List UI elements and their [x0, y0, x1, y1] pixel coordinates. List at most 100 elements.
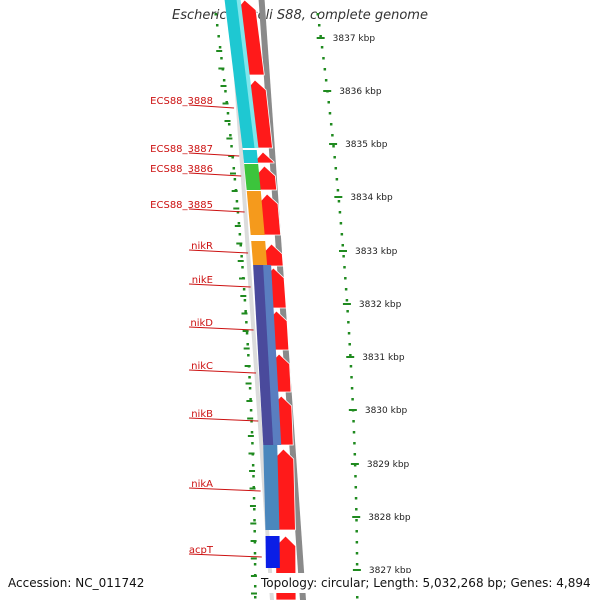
inner-ring-dot — [247, 354, 250, 357]
inner-ring-dot — [246, 343, 249, 346]
inner-tick — [220, 85, 227, 87]
inner-backbone-arc — [228, 0, 274, 600]
outer-ring-dot — [346, 310, 349, 313]
inner-ring-dot — [227, 123, 231, 126]
outer-ring-dot — [327, 101, 330, 104]
inner-tick — [250, 575, 257, 577]
gene-label: nikE — [192, 275, 213, 286]
kbp-label: 3830 kbp — [365, 406, 408, 416]
kbp-tick — [338, 250, 347, 252]
inner-tick — [229, 172, 236, 175]
inner-ring-dot — [237, 222, 241, 225]
cog-shade — [263, 265, 282, 445]
inner-ring-dot — [244, 310, 247, 313]
kbp-tick — [329, 143, 338, 145]
outer-ring-dot — [331, 134, 334, 137]
outer-ring-dot — [323, 68, 327, 71]
outer-ring-dot — [329, 123, 333, 126]
inner-ring-dot — [253, 519, 256, 522]
gene-label-leader — [188, 283, 251, 288]
inner-tick — [233, 207, 240, 210]
outer-ring-dot — [317, 24, 321, 27]
inner-ring-dot — [253, 563, 257, 566]
gene-label-leader — [188, 417, 259, 422]
outer-ring-dot — [334, 167, 338, 170]
inner-ring-dot — [233, 178, 237, 181]
kbp-tick — [323, 90, 332, 92]
gene-label-leader — [188, 487, 261, 492]
gene-label-leader — [188, 104, 235, 109]
cog-gene-block — [265, 536, 280, 568]
inner-tick — [243, 347, 250, 350]
inner-ring-dot — [249, 409, 253, 412]
kbp-ruler: 3837 kbp 3836 kbp 3835 kbp 3834 kbp 3833 kbp… — [316, 34, 412, 576]
outer-ring-dot — [355, 552, 359, 555]
outer-ring-dot — [344, 277, 347, 280]
gene-label: acpT — [189, 545, 214, 556]
inner-ring-dot — [253, 552, 257, 555]
outer-ring-dot — [352, 420, 355, 423]
cog-gene-block — [263, 445, 280, 530]
gene-label: nikB — [191, 409, 213, 420]
inner-tick — [250, 557, 257, 560]
gene-label: nikA — [191, 479, 213, 490]
gene-label: ECS88_3888 — [150, 96, 213, 107]
outer-ring-dot — [354, 475, 357, 478]
outer-ring-dot — [332, 145, 335, 148]
outer-ring-dot — [338, 211, 342, 214]
outer-ring-dot — [354, 486, 358, 489]
inner-tick — [222, 102, 229, 105]
kbp-tick — [316, 37, 325, 39]
outer-ring-dot — [355, 563, 359, 566]
gene-label-leader — [188, 172, 242, 177]
outer-ring-dot — [337, 200, 341, 203]
inner-ring-dot — [252, 486, 256, 489]
gene-label: ECS88_3887 — [150, 144, 213, 155]
kbp-tick — [350, 463, 359, 465]
inner-tick — [239, 277, 246, 280]
outer-ring-dot — [352, 431, 356, 434]
inner-ring-dot — [250, 420, 253, 423]
gene-label: ECS88_3886 — [150, 164, 213, 175]
inner-tick — [246, 400, 253, 402]
kbp-label: 3833 kbp — [355, 247, 398, 257]
kbp-tick — [346, 356, 355, 358]
outer-ring-dot — [350, 387, 354, 390]
inner-tick — [216, 50, 223, 52]
inner-ring-dot — [243, 299, 247, 302]
inner-ring-dot — [215, 24, 219, 27]
inner-ring-dot — [245, 332, 249, 335]
outer-ring-dot — [347, 332, 351, 335]
inner-ring-dot — [222, 79, 226, 82]
kbp-label: 3829 kbp — [367, 460, 410, 470]
inner-tick — [250, 540, 257, 542]
outer-ring-dot — [339, 222, 343, 225]
kbp-tick — [342, 303, 351, 305]
outer-ring-dot — [348, 343, 351, 346]
inner-ring-dot — [238, 233, 242, 236]
kbp-label: 3828 kbp — [368, 513, 411, 523]
inner-ring-dot — [251, 464, 255, 467]
outer-ring-dot — [322, 57, 325, 60]
inner-tick — [241, 312, 248, 315]
inner-tick — [248, 452, 255, 455]
inner-tick — [245, 382, 252, 385]
genome-summary-text: Topology: circular; Length: 5,032,268 bp… — [261, 573, 591, 593]
outer-ring-dot — [355, 530, 358, 533]
outer-ring-dot — [340, 233, 344, 236]
inner-ring-dot — [253, 596, 257, 599]
cog-gene-block — [224, 0, 257, 148]
inner-ring-dot — [245, 321, 248, 324]
outer-ring-dot — [324, 79, 328, 82]
inner-ring-dot — [214, 13, 218, 16]
inner-tick — [226, 137, 233, 140]
inner-ring-dot — [253, 530, 256, 533]
gene-label-leader — [188, 249, 249, 254]
outer-ring-dot — [355, 596, 359, 599]
cog-gene-block — [244, 164, 261, 190]
outer-ring-dot — [347, 321, 350, 324]
kbp-tick — [352, 569, 361, 571]
cog-gene-block — [251, 241, 268, 265]
outer-ring-dot — [353, 453, 357, 456]
